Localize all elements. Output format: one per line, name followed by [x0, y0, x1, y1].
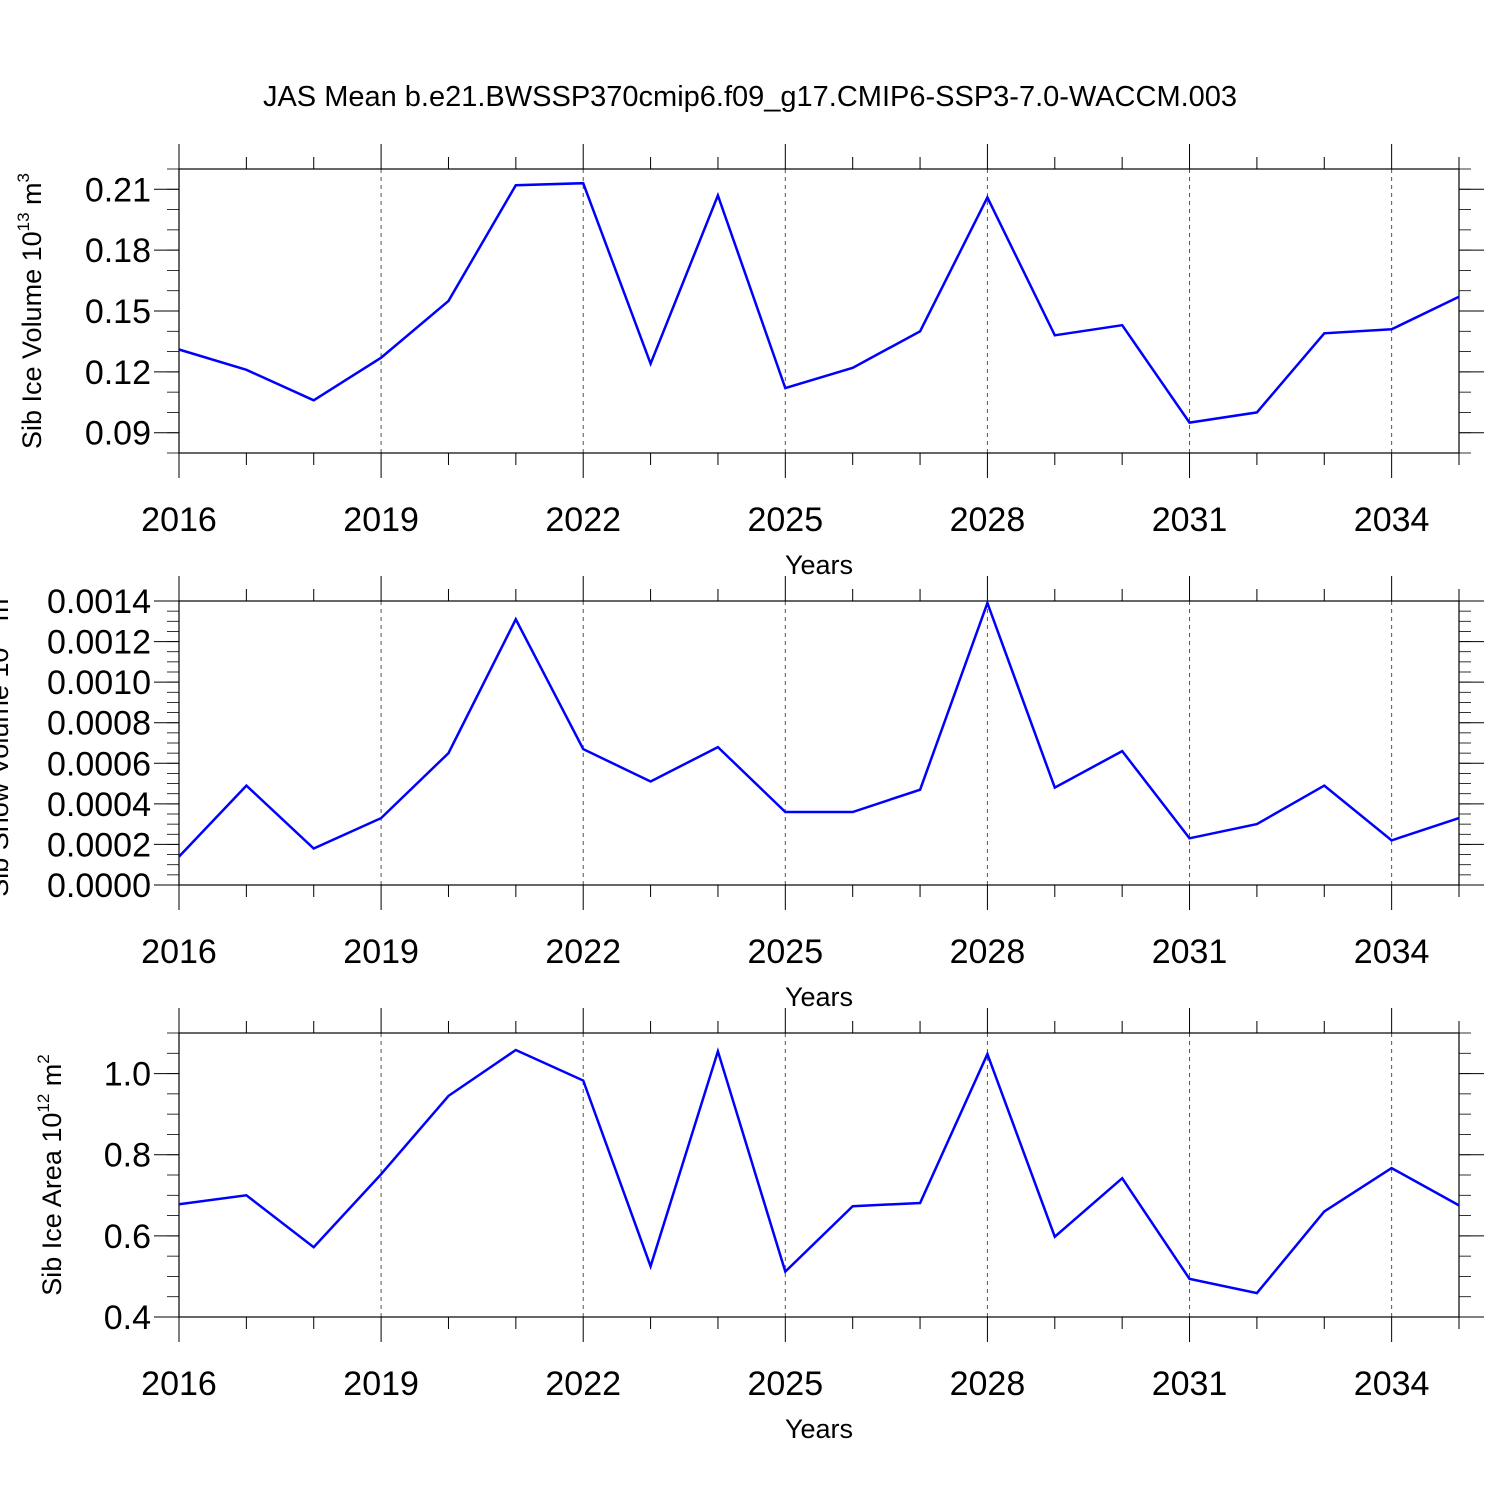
x-tick-label: 2016 [141, 933, 217, 971]
y-tick-label: 0.12 [85, 354, 151, 392]
y-tick-label: 0.0002 [47, 826, 151, 864]
y-axis-label-text: m [0, 599, 14, 629]
x-tick-label: 2019 [343, 1365, 419, 1403]
y-axis-label-superscript: 3 [14, 173, 33, 182]
y-tick-label: 0.21 [85, 171, 151, 209]
y-tick-label: 0.6 [104, 1218, 151, 1256]
series-line [178, 181, 1460, 424]
y-tick-label: 0.0004 [47, 786, 151, 824]
y-axis-label-superscript: 13 [14, 212, 33, 231]
x-tick-label: 2028 [950, 933, 1026, 971]
x-tick-label: 2031 [1152, 501, 1228, 539]
x-tick-label: 2025 [747, 933, 823, 971]
x-tick-label: 2031 [1152, 933, 1228, 971]
x-tick-label: 2019 [343, 501, 419, 539]
x-tick-label: 2034 [1354, 501, 1430, 539]
series-line [178, 599, 1460, 858]
x-tick-label: 2016 [141, 1365, 217, 1403]
y-tick-label: 0.15 [85, 293, 151, 331]
panel-2: 2016 2019 2022 2025 2028 2031 2034 0.00000.0002… [0, 576, 1484, 1012]
y-axis-label: Sib Ice Volume 1013 m3 [14, 173, 47, 449]
x-axis-label: Years [785, 550, 853, 580]
x-tick-label: 2022 [545, 1365, 621, 1403]
x-tick-label: 2028 [950, 1365, 1026, 1403]
panel-3: 2016 2019 2022 2025 2028 2031 2034 0.4 0.6 0.8 1.0… [34, 1008, 1484, 1444]
y-tick-label: 0.0008 [47, 705, 151, 743]
y-tick-label: 0.0012 [47, 624, 151, 662]
figure-title: JAS Mean b.e21.BWSSP370cmip6.f09_g17.CMI… [263, 81, 1237, 113]
y-axis-label: Sib Ice Area 1012 m2 [34, 1054, 67, 1296]
x-tick-label: 2016 [141, 501, 217, 539]
y-tick-label: 0.8 [104, 1137, 151, 1175]
y-tick-label: 0.0014 [47, 583, 151, 621]
x-tick-label: 2034 [1354, 933, 1430, 971]
x-axis-label: Years [785, 1414, 853, 1444]
y-tick-label: 0.0010 [47, 664, 151, 702]
y-axis-label-text: Sib Ice Volume 10 [17, 231, 47, 449]
y-tick-label: 0.0000 [47, 867, 151, 905]
y-tick-label: 0.18 [85, 232, 151, 270]
x-tick-label: 2025 [747, 501, 823, 539]
y-tick-label: 0.0006 [47, 745, 151, 783]
x-tick-label: 2022 [545, 933, 621, 971]
y-axis-label-text: m [17, 182, 47, 212]
plot-frame [178, 1032, 1460, 1318]
y-tick-label: 0.09 [85, 415, 151, 453]
x-tick-label: 2019 [343, 933, 419, 971]
plot-frame [178, 168, 1460, 454]
x-tick-label: 2031 [1152, 1365, 1228, 1403]
plot-frame [178, 600, 1460, 886]
y-axis-label-text: Sib Snow Volume 10 [0, 648, 14, 897]
x-tick-label: 2028 [950, 501, 1026, 539]
y-axis-label-text: m [37, 1064, 67, 1094]
y-axis-label-superscript: 12 [34, 1094, 53, 1113]
x-axis-label: Years [785, 982, 853, 1012]
x-tick-label: 2034 [1354, 1365, 1430, 1403]
x-tick-label: 2022 [545, 501, 621, 539]
y-axis-label-text: Sib Ice Area 10 [37, 1113, 67, 1296]
y-axis-label-superscript: 2 [34, 1054, 53, 1063]
y-tick-label: 1.0 [104, 1056, 151, 1094]
panel-1: 2016 2019 2022 2025 2028 2031 2034 0.09 0.12 0.15… [14, 144, 1484, 580]
y-tick-label: 0.4 [104, 1299, 151, 1337]
series-line [178, 1047, 1460, 1295]
y-axis-label: Sib Snow Volume 1013 m3 [0, 589, 14, 897]
x-tick-label: 2025 [747, 1365, 823, 1403]
